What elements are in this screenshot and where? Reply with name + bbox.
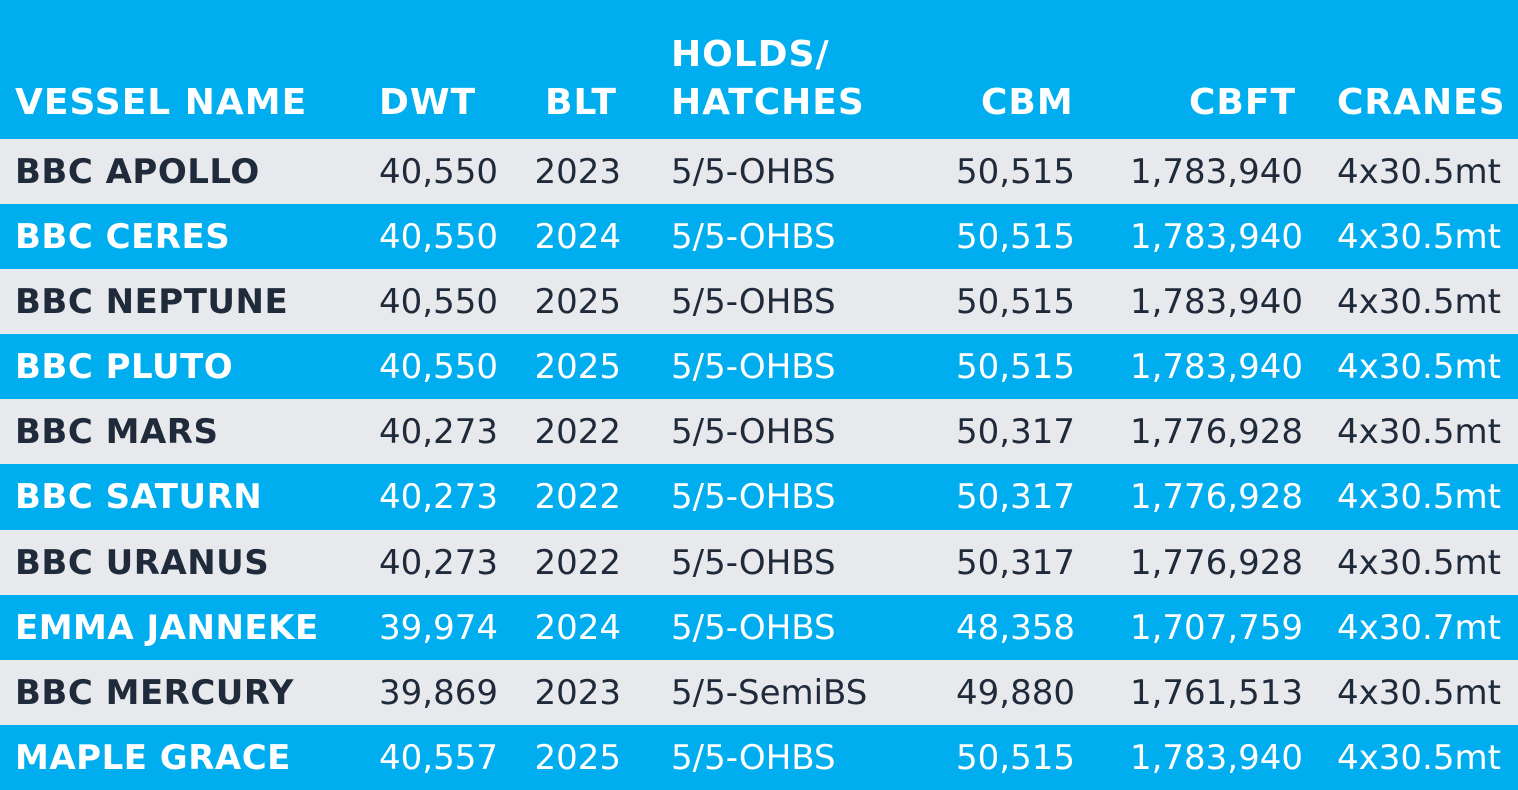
cell-cbft: 1,776,928 <box>1129 412 1303 453</box>
cell-dwt: 40,550 <box>379 217 498 258</box>
table-row: MAPLE GRACE 40,557 2025 5/5-OHBS 50,515 … <box>0 724 1518 790</box>
table-row: BBC CERES 40,550 2024 5/5-OHBS 50,515 1,… <box>0 204 1518 270</box>
cell-cbft: 1,776,928 <box>1129 477 1303 518</box>
cell-cranes: 4x30.7mt <box>1337 607 1501 648</box>
header-blt: BLT <box>545 82 617 123</box>
cell-cbft: 1,783,940 <box>1129 152 1303 192</box>
table-row: BBC SATURN 40,273 2022 5/5-OHBS 50,317 1… <box>0 464 1518 530</box>
cell-holds-hatches: 5/5-OHBS <box>671 152 836 192</box>
cell-holds-hatches: 5/5-SemiBS <box>671 672 868 713</box>
header-dwt: DWT <box>379 82 477 123</box>
header-cbft: CBFT <box>1189 82 1297 123</box>
cell-cbm: 50,317 <box>956 412 1075 453</box>
cell-cbft: 1,761,513 <box>1129 672 1303 713</box>
cell-cranes: 4x30.5mt <box>1337 477 1501 518</box>
cell-cbm: 48,358 <box>956 607 1075 648</box>
cell-vessel-name: BBC SATURN <box>15 477 263 518</box>
header-vessel-name: VESSEL NAME <box>15 82 308 123</box>
cell-blt: 2024 <box>534 607 621 648</box>
cell-dwt: 40,550 <box>379 152 498 192</box>
cell-cbft: 1,783,940 <box>1129 737 1303 778</box>
cell-dwt: 40,550 <box>379 347 498 388</box>
cell-cbm: 50,317 <box>956 477 1075 518</box>
header-cranes: CRANES <box>1337 82 1506 123</box>
cell-blt: 2025 <box>534 282 621 323</box>
cell-vessel-name: BBC URANUS <box>15 542 270 583</box>
cell-vessel-name: BBC NEPTUNE <box>15 282 289 323</box>
cell-holds-hatches: 5/5-OHBS <box>671 217 836 258</box>
cell-cranes: 4x30.5mt <box>1337 347 1501 388</box>
cell-vessel-name: MAPLE GRACE <box>15 737 291 778</box>
cell-holds-hatches: 5/5-OHBS <box>671 542 836 583</box>
cell-dwt: 40,273 <box>379 412 498 453</box>
cell-dwt: 40,273 <box>379 477 498 518</box>
cell-dwt: 39,974 <box>379 607 498 648</box>
cell-blt: 2022 <box>534 477 621 518</box>
cell-dwt: 39,869 <box>379 672 498 713</box>
header-holds-line1: HOLDS/ <box>671 34 830 75</box>
cell-holds-hatches: 5/5-OHBS <box>671 477 836 518</box>
cell-blt: 2024 <box>534 217 621 258</box>
cell-cbm: 50,515 <box>956 282 1075 323</box>
cell-holds-hatches: 5/5-OHBS <box>671 347 836 388</box>
cell-vessel-name: BBC MERCURY <box>15 672 294 713</box>
cell-blt: 2025 <box>534 347 621 388</box>
cell-vessel-name: BBC PLUTO <box>15 347 234 388</box>
table-row: EMMA JANNEKE 39,974 2024 5/5-OHBS 48,358… <box>0 594 1518 660</box>
cell-dwt: 40,550 <box>379 282 498 323</box>
cell-cbft: 1,707,759 <box>1129 607 1303 648</box>
cell-cbm: 49,880 <box>956 672 1075 713</box>
cell-cbft: 1,776,928 <box>1129 542 1303 583</box>
table-row: BBC NEPTUNE 40,550 2025 5/5-OHBS 50,515 … <box>0 269 1518 335</box>
cell-holds-hatches: 5/5-OHBS <box>671 412 836 453</box>
cell-cbm: 50,515 <box>956 217 1075 258</box>
cell-holds-hatches: 5/5-OHBS <box>671 282 836 323</box>
table-row: BBC MARS 40,273 2022 5/5-OHBS 50,317 1,7… <box>0 399 1518 465</box>
cell-cbm: 50,515 <box>956 152 1075 192</box>
cell-blt: 2022 <box>534 542 621 583</box>
cell-cranes: 4x30.5mt <box>1337 672 1501 713</box>
cell-cbm: 50,515 <box>956 737 1075 778</box>
header-cbm: CBM <box>981 82 1074 123</box>
cell-blt: 2023 <box>534 672 621 713</box>
cell-cranes: 4x30.5mt <box>1337 412 1501 453</box>
cell-vessel-name: BBC APOLLO <box>15 152 260 192</box>
cell-holds-hatches: 5/5-OHBS <box>671 737 836 778</box>
cell-cranes: 4x30.5mt <box>1337 542 1501 583</box>
cell-blt: 2022 <box>534 412 621 453</box>
cell-cranes: 4x30.5mt <box>1337 737 1501 778</box>
table-row: BBC PLUTO 40,550 2025 5/5-OHBS 50,515 1,… <box>0 334 1518 400</box>
table-row: BBC URANUS 40,273 2022 5/5-OHBS 50,317 1… <box>0 529 1518 595</box>
cell-cbft: 1,783,940 <box>1129 347 1303 388</box>
cell-dwt: 40,273 <box>379 542 498 583</box>
table-row: BBC MERCURY 39,869 2023 5/5-SemiBS 49,88… <box>0 659 1518 725</box>
table-row: BBC APOLLO 40,550 2023 5/5-OHBS 50,515 1… <box>0 139 1518 205</box>
table-header: VESSEL NAME DWT BLT HOLDS/ HATCHES CBM C… <box>0 0 1518 139</box>
cell-vessel-name: EMMA JANNEKE <box>15 607 319 648</box>
cell-cranes: 4x30.5mt <box>1337 217 1501 258</box>
cell-cbm: 50,515 <box>956 347 1075 388</box>
cell-cranes: 4x30.5mt <box>1337 152 1501 192</box>
cell-vessel-name: BBC CERES <box>15 217 231 258</box>
header-holds-line2: HATCHES <box>671 82 865 123</box>
cell-cbm: 50,317 <box>956 542 1075 583</box>
cell-cbft: 1,783,940 <box>1129 217 1303 258</box>
cell-vessel-name: BBC MARS <box>15 412 219 453</box>
cell-cbft: 1,783,940 <box>1129 282 1303 323</box>
cell-cranes: 4x30.5mt <box>1337 282 1501 323</box>
cell-blt: 2025 <box>534 737 621 778</box>
cell-dwt: 40,557 <box>379 737 498 778</box>
table-body: BBC APOLLO 40,550 2023 5/5-OHBS 50,515 1… <box>0 139 1518 790</box>
cell-holds-hatches: 5/5-OHBS <box>671 607 836 648</box>
cell-blt: 2023 <box>534 152 621 192</box>
